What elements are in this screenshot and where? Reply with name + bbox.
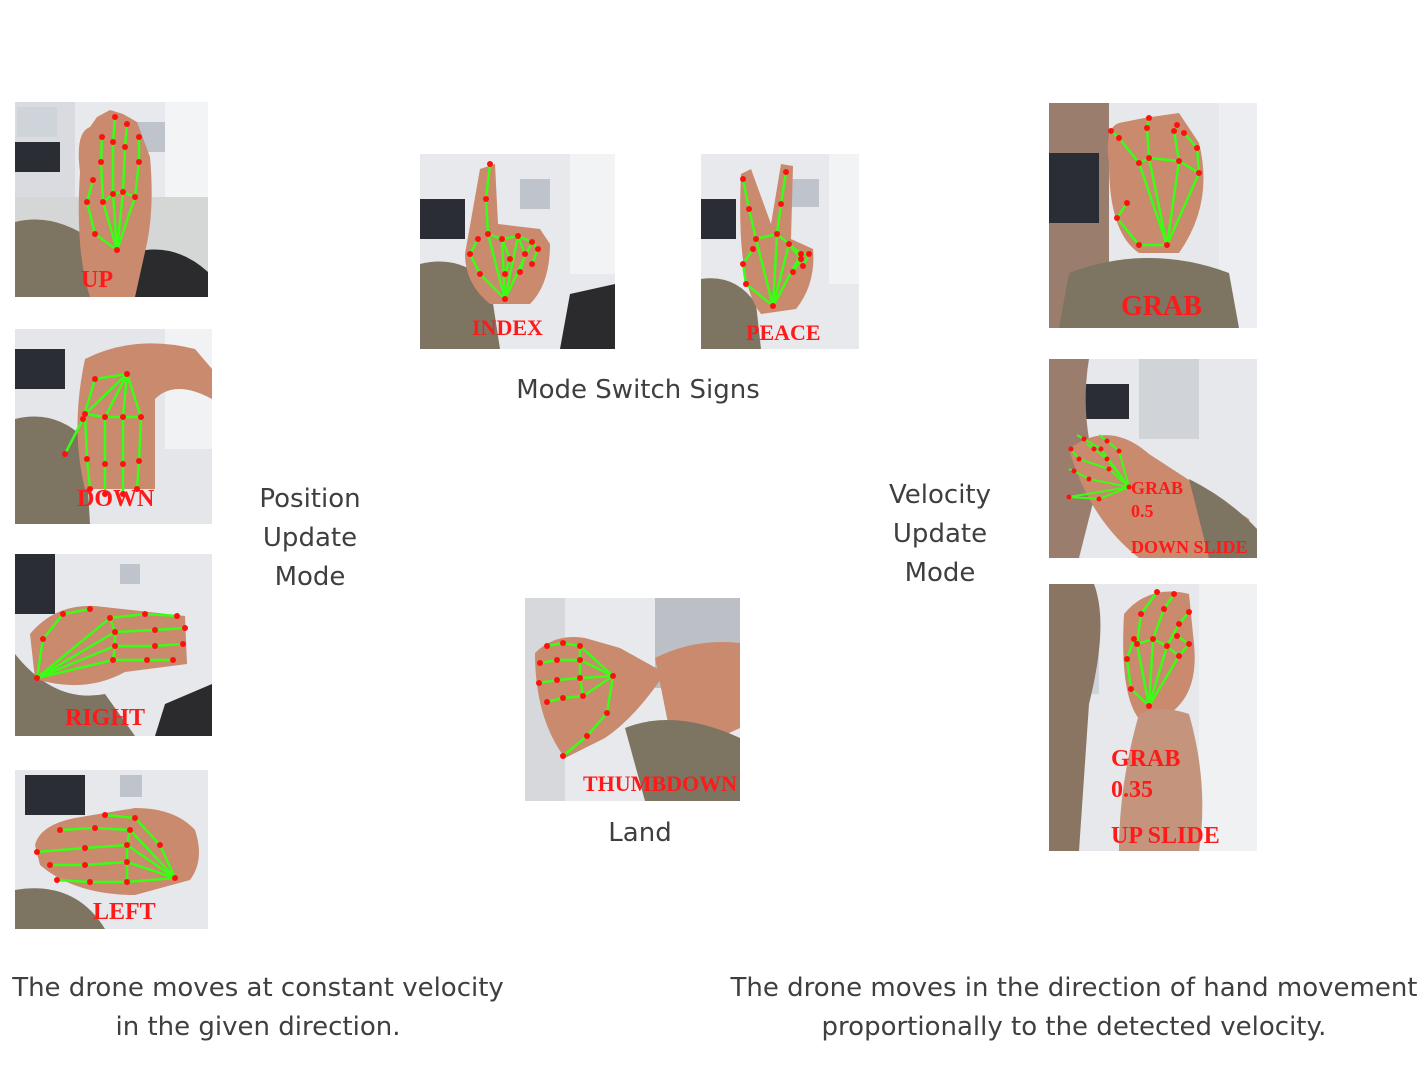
gesture-thumbdown-label: THUMBDOWN [583, 771, 737, 796]
position-description-line-2: in the given direction. [115, 1012, 401, 1042]
gesture-up-label: UP [81, 267, 113, 293]
gesture-grab-up-label-1: GRAB [1111, 746, 1181, 772]
gesture-peace-photo [701, 154, 859, 349]
mode-switch-caption: Mode Switch Signs [516, 375, 760, 405]
gesture-grab-label: GRAB [1121, 291, 1202, 322]
velocity-mode-line-1: Velocity [889, 480, 991, 510]
gesture-grab-up-photo [1049, 584, 1257, 851]
gesture-right-image: RIGHT [15, 554, 212, 736]
gesture-down-image: DOWN [15, 329, 212, 524]
position-description-line-1: The drone moves at constant velocity [12, 973, 504, 1003]
gesture-left-label: LEFT [93, 899, 156, 925]
gesture-down-label: DOWN [77, 486, 155, 512]
position-mode-line-1: Position [259, 484, 361, 514]
land-caption: Land [608, 818, 672, 848]
gesture-grab-down-label-1: GRAB [1131, 478, 1184, 498]
gesture-right-photo [15, 554, 212, 736]
gesture-thumbdown-photo [525, 598, 740, 801]
velocity-update-mode-caption: Velocity Update Mode [860, 476, 1020, 593]
gesture-left-image: LEFT [15, 770, 208, 929]
gesture-up-image: UP [15, 102, 208, 297]
gesture-left-photo [15, 770, 208, 929]
gesture-thumbdown-image: THUMBDOWN [525, 598, 740, 801]
gesture-grab-up-image: GRAB 0.35 UP SLIDE [1049, 584, 1257, 851]
velocity-mode-line-3: Mode [904, 558, 976, 588]
gesture-up-photo [15, 102, 208, 297]
gesture-grab-up-label-3: UP SLIDE [1111, 823, 1220, 849]
position-mode-line-3: Mode [274, 562, 346, 592]
position-mode-description: The drone moves at constant velocity in … [0, 969, 516, 1047]
gesture-peace-image: PEACE [701, 154, 859, 349]
gesture-right-label: RIGHT [65, 705, 146, 731]
gesture-grab-down-label-3: DOWN SLIDE [1131, 537, 1248, 557]
velocity-mode-line-2: Update [892, 519, 988, 549]
position-mode-line-2: Update [262, 523, 358, 553]
velocity-description-line-1: The drone moves in the direction of hand… [730, 973, 1418, 1003]
gesture-index-image: INDEX [420, 154, 615, 349]
gesture-grab-down-label-2: 0.5 [1131, 501, 1154, 521]
gesture-index-label: INDEX [472, 315, 543, 340]
gesture-grab-photo [1049, 103, 1257, 328]
gesture-grab-down-image: GRAB 0.5 DOWN SLIDE [1049, 359, 1257, 558]
velocity-mode-description: The drone moves in the direction of hand… [724, 969, 1424, 1047]
gesture-index-photo [420, 154, 615, 349]
gesture-down-photo [15, 329, 212, 524]
velocity-description-line-2: proportionally to the detected velocity. [821, 1012, 1327, 1042]
gesture-grab-image: GRAB [1049, 103, 1257, 328]
position-update-mode-caption: Position Update Mode [230, 480, 390, 597]
gesture-peace-label: PEACE [746, 320, 821, 345]
gesture-grab-down-photo [1049, 359, 1257, 558]
gesture-grab-up-label-2: 0.35 [1111, 777, 1153, 803]
